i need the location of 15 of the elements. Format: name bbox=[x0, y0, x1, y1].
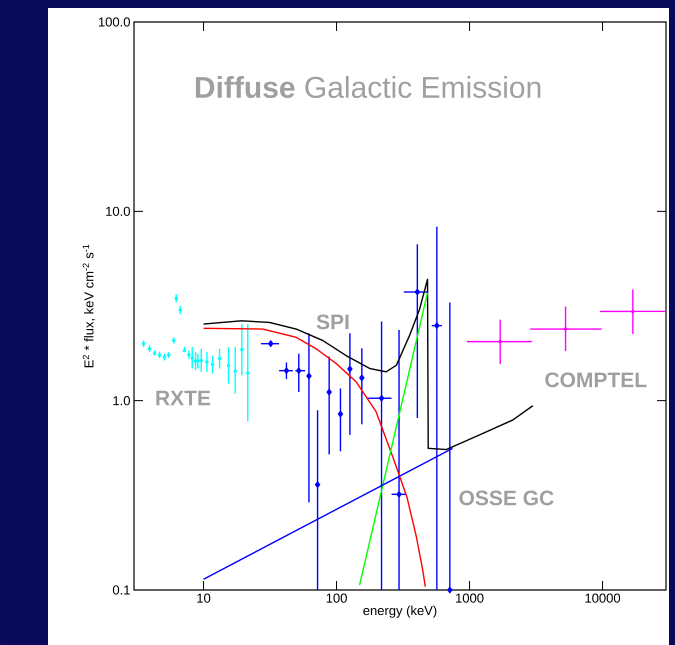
x-tick-label: 1000 bbox=[456, 594, 484, 603]
y-axis-title: E$^{2}$ * flux, keV cm$^{-2}$ s$^{-1}$ bbox=[82, 244, 96, 368]
annotation: COMPTEL bbox=[545, 372, 646, 388]
x-tick-label: 100 bbox=[326, 594, 347, 603]
y-tick-label: 0.1 bbox=[112, 585, 130, 595]
annotation: OSSE GC bbox=[459, 490, 554, 506]
y-tick-label: 1.0 bbox=[113, 396, 130, 406]
annotation: SPI bbox=[316, 314, 348, 330]
y-tick-label: 100.0 bbox=[98, 17, 130, 27]
x-tick-label: 10 bbox=[197, 594, 210, 603]
x-tick-label: 10000 bbox=[585, 594, 620, 603]
text: Diffuse Galactic Emission bbox=[196, 76, 540, 98]
y-tick-label: 10.0 bbox=[106, 206, 130, 216]
x-axis-title: energy (keV) bbox=[363, 606, 436, 618]
annotation: RXTE bbox=[156, 390, 210, 406]
